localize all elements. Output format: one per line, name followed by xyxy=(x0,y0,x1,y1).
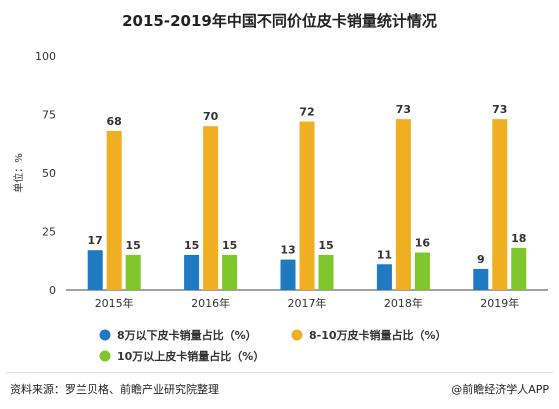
legend-swatch xyxy=(99,350,111,362)
data-label: 15 xyxy=(222,239,237,252)
x-tick-label: 2017年 xyxy=(288,296,327,310)
data-label: 13 xyxy=(280,244,295,257)
y-tick-label: 0 xyxy=(49,284,56,297)
legend-label: 8万以下皮卡销量占比（%） xyxy=(117,328,257,342)
x-tick-label: 2016年 xyxy=(191,296,230,310)
brand-credit: @前瞻经济学人APP xyxy=(451,383,549,396)
y-tick-label: 100 xyxy=(35,50,56,63)
bar xyxy=(395,119,411,291)
y-tick-label: 25 xyxy=(42,226,56,239)
data-label: 73 xyxy=(396,103,411,116)
chart-axes: 0 25 50 75 100 单位：% 2015年 2016年 2017年 2018年 2019年 xyxy=(12,50,548,310)
y-axis-label: 单位：% xyxy=(12,153,25,193)
legend-label: 10万以上皮卡销量占比（%） xyxy=(117,349,264,363)
y-tick-label: 75 xyxy=(42,109,56,122)
data-label: 17 xyxy=(88,234,103,247)
data-label: 15 xyxy=(318,239,333,252)
bar xyxy=(203,126,219,290)
data-label: 15 xyxy=(126,239,141,252)
bar xyxy=(473,268,489,290)
x-tick-label: 2019年 xyxy=(480,296,519,310)
chart-bars xyxy=(87,119,527,291)
bar xyxy=(318,254,334,290)
chart-data-labels: 17 68 15 15 70 15 13 72 15 11 73 16 9 73 18 xyxy=(88,103,527,266)
data-label: 70 xyxy=(203,110,219,123)
bar xyxy=(87,250,103,290)
y-tick-label: 50 xyxy=(42,167,56,180)
legend-label: 8-10万皮卡销量占比（%） xyxy=(309,328,447,342)
bar xyxy=(106,130,122,290)
bar xyxy=(222,254,238,290)
data-label: 16 xyxy=(415,237,431,250)
bar xyxy=(376,264,392,290)
data-label: 68 xyxy=(107,115,122,128)
data-label: 18 xyxy=(511,232,526,245)
data-label: 73 xyxy=(492,103,507,116)
bar xyxy=(184,254,200,290)
bar xyxy=(492,119,508,291)
data-label: 11 xyxy=(377,248,392,261)
x-tick-label: 2018年 xyxy=(384,296,423,310)
bar xyxy=(299,121,315,291)
bar xyxy=(280,259,296,290)
x-tick-label: 2015年 xyxy=(95,296,134,310)
bar xyxy=(414,252,430,290)
legend-swatch xyxy=(99,329,111,341)
chart-legend: 8万以下皮卡销量占比（%） 8-10万皮卡销量占比（%） 10万以上皮卡销量占比（%… xyxy=(99,328,447,363)
data-label: 72 xyxy=(299,106,314,119)
chart-title: 2015-2019年中国不同价位皮卡销量统计情况 xyxy=(122,12,437,30)
bar xyxy=(125,254,141,290)
footer: 资料来源：罗兰贝格、前瞻产业研究院整理 @前瞻经济学人APP xyxy=(6,372,553,396)
data-label: 15 xyxy=(184,239,199,252)
source-note: 资料来源：罗兰贝格、前瞻产业研究院整理 xyxy=(10,383,219,396)
data-label: 9 xyxy=(477,253,485,266)
legend-swatch xyxy=(291,329,303,341)
bar xyxy=(511,247,527,290)
